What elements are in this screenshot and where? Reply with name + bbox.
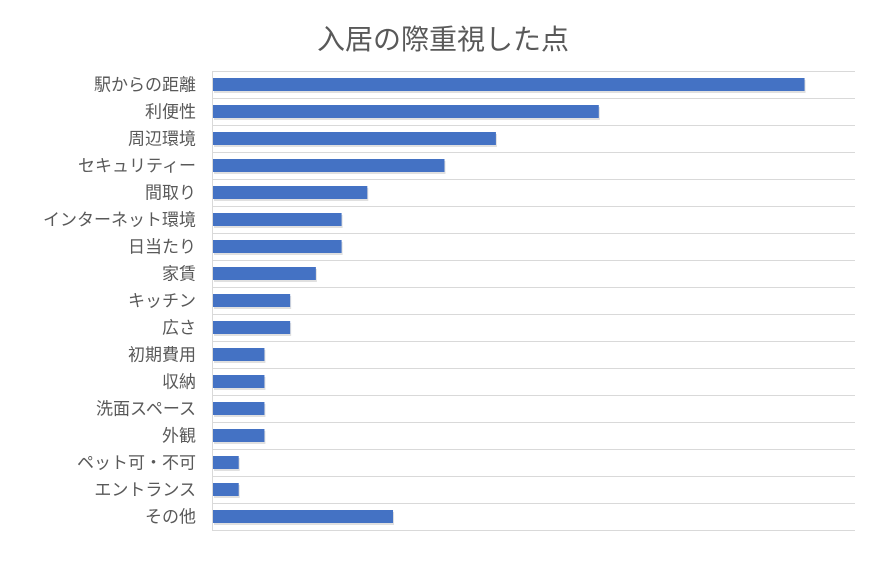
bar	[213, 429, 265, 442]
bar	[213, 375, 265, 388]
category-label: 周辺環境	[128, 130, 196, 150]
bar	[213, 240, 342, 253]
category-label: エントランス	[94, 481, 196, 501]
category-label: キッチン	[128, 292, 196, 312]
bar	[213, 159, 445, 172]
bar	[213, 294, 291, 307]
chart-title: 入居の際重視した点	[316, 23, 569, 56]
category-label: 広さ	[162, 319, 196, 339]
bar	[213, 213, 342, 226]
bar	[213, 78, 805, 91]
category-label: 駅からの距離	[94, 76, 196, 96]
bar	[213, 132, 496, 145]
category-label: 外観	[162, 427, 196, 447]
bar	[213, 267, 316, 280]
bar	[213, 186, 368, 199]
category-label: 初期費用	[128, 346, 196, 366]
category-label: 収納	[162, 373, 196, 393]
category-label: 間取り	[145, 184, 196, 204]
bar	[213, 321, 291, 334]
bar	[213, 456, 239, 469]
bar	[213, 348, 265, 361]
category-label: ペット可・不可	[77, 454, 196, 474]
bar	[213, 510, 394, 523]
category-label: セキュリティー	[78, 157, 196, 177]
category-label: その他	[145, 508, 196, 528]
bar	[213, 402, 265, 415]
bar	[213, 105, 599, 118]
category-label: 洗面スペース	[96, 400, 196, 420]
category-label: 利便性	[145, 103, 196, 123]
category-label: 家賃	[162, 265, 196, 285]
category-label: インターネット環境	[43, 211, 196, 231]
category-label: 日当たり	[128, 238, 196, 258]
bar	[213, 483, 239, 496]
